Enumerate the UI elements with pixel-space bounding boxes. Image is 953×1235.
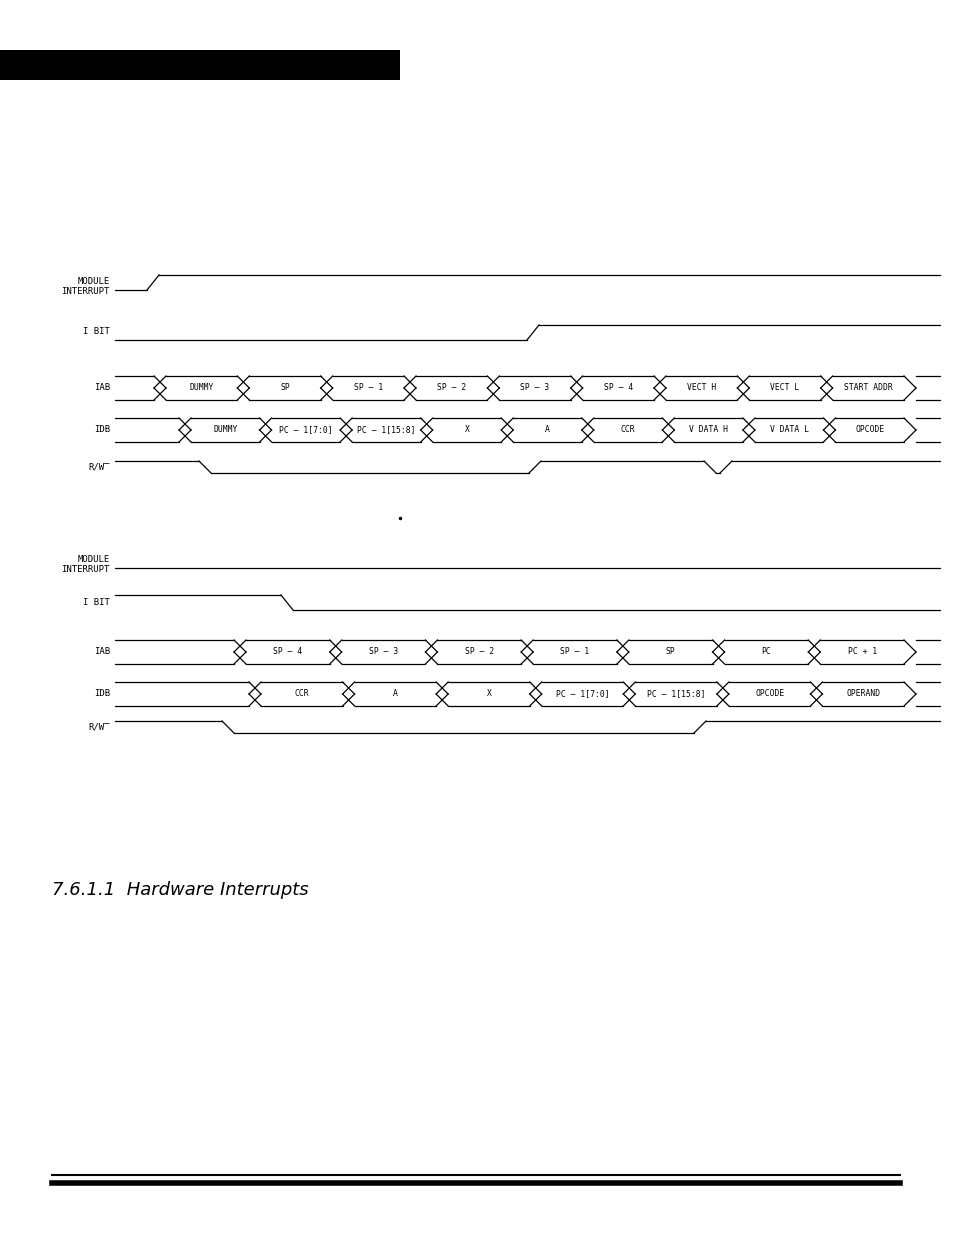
- Text: I BIT: I BIT: [83, 327, 110, 336]
- Text: R/W̅: R/W̅: [89, 462, 110, 472]
- Text: R/W̅: R/W̅: [89, 722, 110, 731]
- Text: MODULE: MODULE: [77, 556, 110, 564]
- Text: OPCODE: OPCODE: [754, 689, 783, 699]
- Text: PC: PC: [760, 647, 770, 657]
- Text: V DATA L: V DATA L: [769, 426, 808, 435]
- Text: X: X: [464, 426, 469, 435]
- Text: VECT L: VECT L: [770, 384, 799, 393]
- Text: DUMMY: DUMMY: [213, 426, 237, 435]
- Text: 7.6.1.1  Hardware Interrupts: 7.6.1.1 Hardware Interrupts: [52, 881, 309, 899]
- Text: CCR: CCR: [294, 689, 309, 699]
- Text: IDB: IDB: [93, 689, 110, 699]
- Text: V DATA H: V DATA H: [688, 426, 727, 435]
- Text: OPERAND: OPERAND: [845, 689, 880, 699]
- Text: I BIT: I BIT: [83, 598, 110, 606]
- Text: SP – 3: SP – 3: [519, 384, 549, 393]
- Text: DUMMY: DUMMY: [190, 384, 213, 393]
- Text: INTERRUPT: INTERRUPT: [62, 288, 110, 296]
- Text: PC – 1[15:8]: PC – 1[15:8]: [356, 426, 416, 435]
- Text: PC – 1[7:0]: PC – 1[7:0]: [555, 689, 609, 699]
- Text: PC + 1: PC + 1: [846, 647, 876, 657]
- Text: SP – 1: SP – 1: [354, 384, 382, 393]
- Text: A: A: [544, 426, 549, 435]
- Text: SP – 4: SP – 4: [603, 384, 632, 393]
- Bar: [0, 49, 399, 80]
- Text: SP – 2: SP – 2: [436, 384, 466, 393]
- Text: CCR: CCR: [620, 426, 635, 435]
- Text: MODULE: MODULE: [77, 278, 110, 287]
- Text: SP – 1: SP – 1: [559, 647, 589, 657]
- Text: SP – 2: SP – 2: [464, 647, 494, 657]
- Text: IAB: IAB: [93, 384, 110, 393]
- Text: VECT H: VECT H: [686, 384, 716, 393]
- Text: IDB: IDB: [93, 426, 110, 435]
- Text: PC – 1[7:0]: PC – 1[7:0]: [278, 426, 333, 435]
- Text: SP – 3: SP – 3: [369, 647, 397, 657]
- Text: PC – 1[15:8]: PC – 1[15:8]: [646, 689, 704, 699]
- Text: SP: SP: [280, 384, 290, 393]
- Text: SP: SP: [665, 647, 675, 657]
- Text: A: A: [393, 689, 397, 699]
- Text: INTERRUPT: INTERRUPT: [62, 566, 110, 574]
- Text: OPCODE: OPCODE: [854, 426, 883, 435]
- Text: START ADDR: START ADDR: [843, 384, 892, 393]
- Text: IAB: IAB: [93, 647, 110, 657]
- Text: X: X: [486, 689, 491, 699]
- Text: SP – 4: SP – 4: [273, 647, 302, 657]
